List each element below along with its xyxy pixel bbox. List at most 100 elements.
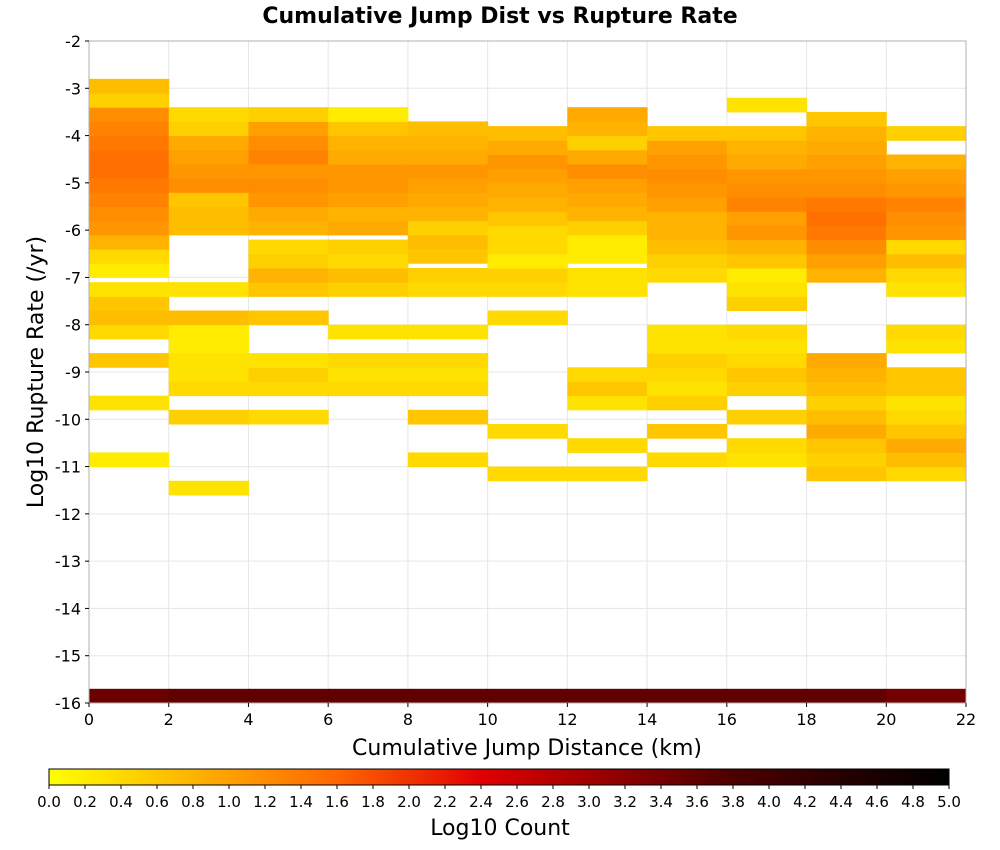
colorbar-tick-label: 3.8	[721, 793, 745, 811]
heatmap-cell	[168, 381, 249, 397]
colorbar-tick-label: 0.0	[37, 793, 61, 811]
heatmap-cell	[168, 135, 249, 151]
heatmap-cell	[647, 353, 728, 368]
x-tick-label: 16	[717, 710, 737, 729]
colorbar-tick-label: 4.8	[901, 793, 925, 811]
heatmap-cell	[567, 206, 648, 222]
heatmap-cell	[407, 381, 489, 397]
heatmap-cell	[726, 296, 808, 312]
heatmap-cell	[407, 163, 489, 179]
heatmap-cell	[168, 121, 249, 137]
heatmap-cell	[328, 149, 409, 165]
heatmap-cell	[806, 168, 887, 184]
heatmap-cell	[886, 395, 967, 411]
heatmap-cell	[886, 338, 967, 354]
heatmap-cell	[726, 338, 808, 354]
heatmap-cell	[328, 253, 409, 269]
heatmap-cell	[248, 267, 329, 283]
heatmap-cell	[886, 253, 967, 269]
heatmap-cell	[407, 192, 489, 207]
heatmap-cell	[886, 267, 967, 283]
heatmap-cell	[567, 395, 648, 411]
heatmap-cell	[806, 381, 887, 397]
y-tick-label: -7	[65, 268, 81, 287]
heatmap-cell	[89, 282, 170, 297]
heatmap-cell	[567, 149, 648, 165]
heatmap-cell	[886, 452, 967, 468]
heatmap-cell	[647, 381, 728, 397]
heatmap-cell	[328, 135, 409, 151]
heatmap-cell	[248, 192, 329, 207]
heatmap-cell	[487, 424, 568, 439]
heatmap-cell	[726, 282, 808, 297]
heatmap-cell	[168, 688, 249, 704]
heatmap-cell	[248, 163, 329, 179]
y-tick-label: -15	[55, 647, 81, 666]
heatmap-cell	[567, 234, 648, 250]
heatmap-cell	[726, 168, 808, 184]
y-axis-label: Log10 Rupture Rate (/yr)	[24, 236, 49, 508]
heatmap-cell	[886, 282, 967, 297]
y-tick-label: -5	[65, 174, 81, 193]
heatmap-cell	[567, 381, 648, 397]
heatmap-cell	[248, 206, 329, 222]
heatmap-cell	[567, 282, 648, 297]
heatmap-cell	[89, 234, 170, 250]
heatmap-cell	[248, 253, 329, 269]
heatmap-cell	[886, 367, 967, 382]
heatmap-cell	[89, 149, 170, 165]
heatmap-cells	[89, 78, 967, 704]
heatmap-cell	[886, 154, 967, 170]
y-tick-label: -11	[55, 458, 81, 477]
heatmap-cell	[886, 424, 967, 439]
x-tick-label: 20	[876, 710, 896, 729]
y-tick-label: -4	[65, 127, 81, 146]
heatmap-cell	[647, 197, 728, 212]
y-tick-label: -2	[65, 32, 81, 51]
y-tick-label: -12	[55, 505, 81, 524]
heatmap-cell	[89, 324, 170, 340]
heatmap-cell	[89, 220, 170, 236]
heatmap-cell	[647, 211, 728, 226]
colorbar-ticks: 0.0 0.2 0.4 0.6 0.8 1.0 1.2 1.4 1.6 1.8 2.0 2.2 2.4 2…	[37, 785, 961, 811]
heatmap-cell	[89, 452, 170, 468]
heatmap-cell	[248, 239, 329, 255]
x-tick-label: 4	[243, 710, 253, 729]
x-axis-ticks: 0 2 4 6 8 10 12 14 16 18 20 22	[84, 703, 976, 729]
x-tick-label: 8	[403, 710, 413, 729]
heatmap-cell	[806, 367, 887, 382]
heatmap-cell	[806, 140, 887, 155]
heatmap-cell	[487, 310, 568, 326]
heatmap-cell	[726, 239, 808, 255]
heatmap-cell	[886, 438, 967, 453]
heatmap-cell	[487, 140, 568, 155]
heatmap-cell	[89, 121, 170, 137]
heatmap-cell	[567, 367, 648, 382]
colorbar-tick-label: 5.0	[937, 793, 961, 811]
x-axis-label: Cumulative Jump Distance (km)	[352, 736, 702, 761]
heatmap-cell	[89, 206, 170, 222]
heatmap-cell	[407, 135, 489, 151]
heatmap-cell	[726, 140, 808, 155]
heatmap-cell	[487, 168, 568, 184]
heatmap-cell	[806, 197, 887, 212]
heatmap-cell	[567, 107, 648, 122]
heatmap-cell	[168, 367, 249, 382]
colorbar-tick-label: 3.2	[613, 793, 637, 811]
heatmap-cell	[726, 197, 808, 212]
heatmap-cell	[726, 367, 808, 382]
colorbar-tick-label: 1.2	[253, 793, 277, 811]
heatmap-cell	[487, 211, 568, 226]
heatmap-cell	[168, 324, 249, 340]
colorbar-tick-label: 0.6	[145, 793, 169, 811]
heatmap-cell	[168, 220, 249, 236]
heatmap-cell	[407, 149, 489, 165]
heatmap-cell	[328, 324, 409, 340]
heatmap-cell	[328, 239, 409, 255]
heatmap-cell	[726, 97, 808, 113]
heatmap-cell	[328, 282, 409, 297]
heatmap-cell	[647, 688, 728, 704]
heatmap-cell	[168, 163, 249, 179]
colorbar-tick-label: 1.4	[289, 793, 313, 811]
